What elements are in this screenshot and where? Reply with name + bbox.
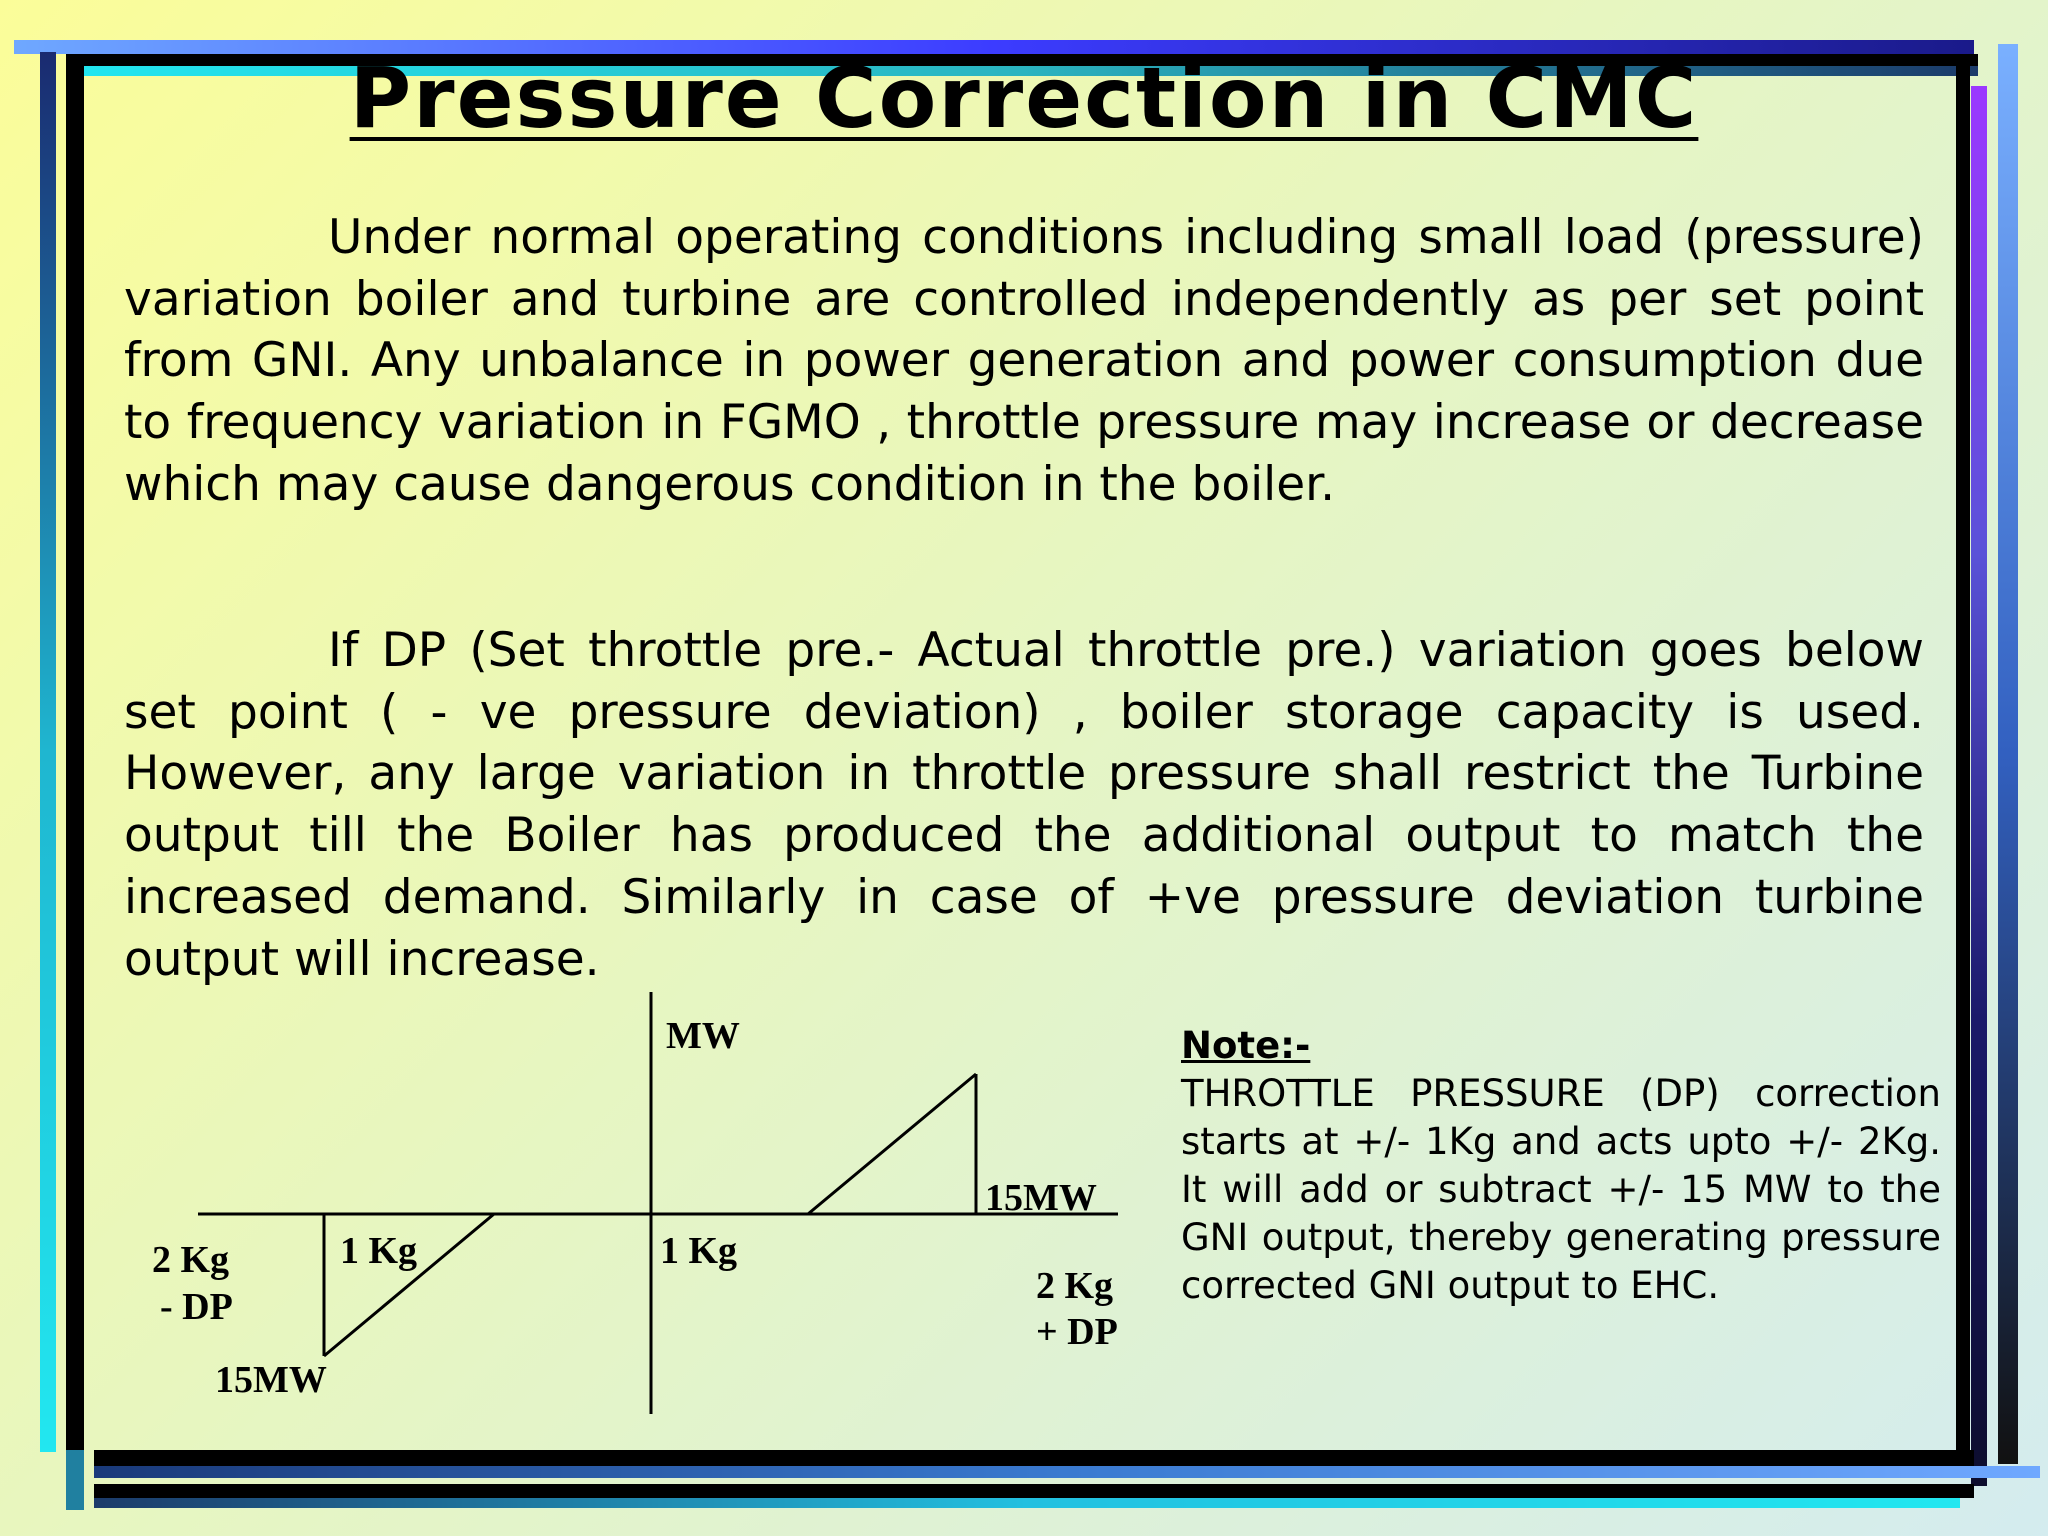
y-axis-label: MW <box>666 1015 740 1057</box>
pos-1kg-label: 1 Kg <box>660 1230 737 1272</box>
pos-15mw-label: 15MW <box>985 1177 1097 1219</box>
frame-right-purple-bar <box>1971 86 1987 1486</box>
frame-top-blue-bar <box>14 40 1974 54</box>
correction-curve <box>323 1072 977 1358</box>
frame-left-blue-bar <box>66 1450 84 1510</box>
neg-15mw-label: 15MW <box>215 1359 327 1401</box>
note-body: THROTTLE PRESSURE (DP) correction starts… <box>1181 1072 1941 1307</box>
paragraph-pressure-deviation: If DP (Set throttle pre.- Actual throttl… <box>124 623 1924 987</box>
note-box: Note:- THROTTLE PRESSURE (DP) correction… <box>1181 1022 1941 1310</box>
frame-right-black-bar <box>1956 54 1970 1454</box>
frame-right-blue-bar <box>1998 44 2018 1464</box>
pos-dp-label: + DP <box>1036 1311 1118 1353</box>
frame-bottom-black-bar <box>94 1450 1974 1466</box>
frame-bottom-blue-bar <box>94 1466 2040 1478</box>
pos-2kg-label: 2 Kg <box>1036 1265 1113 1307</box>
frame-top-black-bar <box>66 54 1978 66</box>
frame-top-cyan-bar <box>66 66 1978 76</box>
frame-left-black-bar <box>66 60 84 1504</box>
slide-title: Pressure Correction in CMC <box>0 48 2048 149</box>
slide-title-text: Pressure Correction in CMC <box>349 49 1699 147</box>
frame-bottom-black-bar-2 <box>94 1484 1974 1498</box>
neg-dp-label: - DP <box>160 1286 233 1328</box>
paragraph-operating-conditions: Under normal operating conditions includ… <box>124 210 1924 512</box>
frame-bottom-cyan-bar <box>94 1498 1960 1508</box>
note-heading: Note:- <box>1181 1024 1311 1067</box>
pressure-correction-diagram: MW 15MW 15MW 1 Kg 1 Kg 2 Kg - DP 2 Kg + … <box>152 992 1118 1414</box>
neg-2kg-label: 2 Kg <box>152 1239 229 1281</box>
frame-left-cyan-bar <box>40 52 56 1452</box>
neg-1kg-label: 1 Kg <box>340 1230 417 1272</box>
